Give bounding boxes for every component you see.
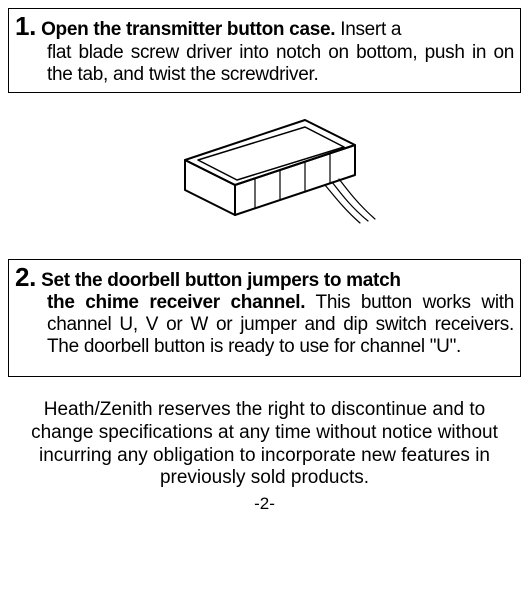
step-1-rest: flat blade screw driver into notch on bo… — [47, 42, 514, 86]
step-2-box: 2. Set the doorbell button jumpers to ma… — [8, 259, 521, 377]
page-number: -2- — [8, 494, 521, 514]
step-2-line1: 2. Set the doorbell button jumpers to ma… — [15, 263, 514, 293]
step-2-heading-line1: Set the doorbell button jumpers to match — [41, 270, 401, 291]
step-2-number: 2. — [15, 262, 36, 292]
transmitter-illustration — [8, 105, 521, 245]
step-1-line1: 1. Open the transmitter button case. Ins… — [15, 12, 514, 42]
step-2-heading-rest: the chime receiver channel. — [47, 292, 305, 313]
disclaimer-text: Heath/Zenith reserves the right to disco… — [14, 399, 515, 490]
step-1-heading: Open the transmitter button case. — [41, 19, 335, 40]
step-1-tail1: Insert a — [335, 19, 401, 40]
transmitter-case-icon — [150, 105, 380, 245]
step-1-number: 1. — [15, 11, 36, 41]
step-2-rest-wrap: the chime receiver channel. This button … — [47, 292, 514, 358]
step-1-box: 1. Open the transmitter button case. Ins… — [8, 8, 521, 93]
